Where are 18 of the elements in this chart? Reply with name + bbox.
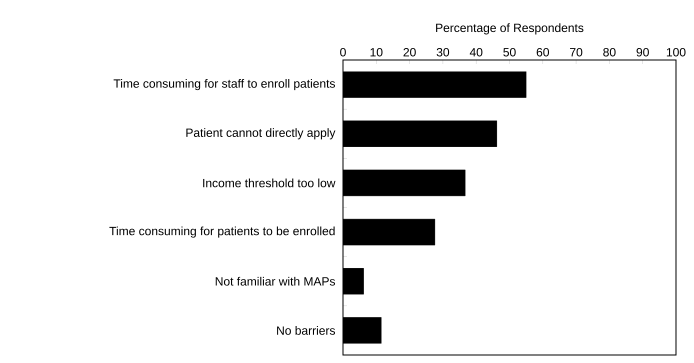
y-tick-label: Income threshold too low bbox=[203, 178, 336, 188]
x-tick-label: 50 bbox=[503, 48, 516, 56]
y-tick-label: Time consuming for patients to be enrolled bbox=[109, 226, 335, 238]
x-tick-label: 0 bbox=[340, 48, 346, 56]
y-tick-label: Patient cannot directly apply bbox=[186, 128, 336, 140]
y-tick-label: Time consuming for staff to enroll patients bbox=[114, 79, 335, 90]
x-tick-label: 10 bbox=[370, 48, 383, 56]
x-tick-label: 40 bbox=[470, 48, 482, 56]
x-tick-label: 60 bbox=[536, 48, 550, 56]
x-tick-label: 90 bbox=[636, 48, 649, 56]
x-tick-label: 80 bbox=[603, 48, 616, 56]
x-tick-label: 30 bbox=[436, 48, 450, 56]
x-axis-title: Percentage of Respondents bbox=[436, 23, 584, 34]
x-tick-label: 70 bbox=[570, 48, 582, 56]
y-tick-label: No barriers bbox=[277, 326, 336, 335]
y-tick-label: Not familiar with MAPs bbox=[216, 276, 336, 286]
x-tick-label: 100 bbox=[666, 48, 686, 56]
x-tick-label: 20 bbox=[404, 48, 416, 56]
